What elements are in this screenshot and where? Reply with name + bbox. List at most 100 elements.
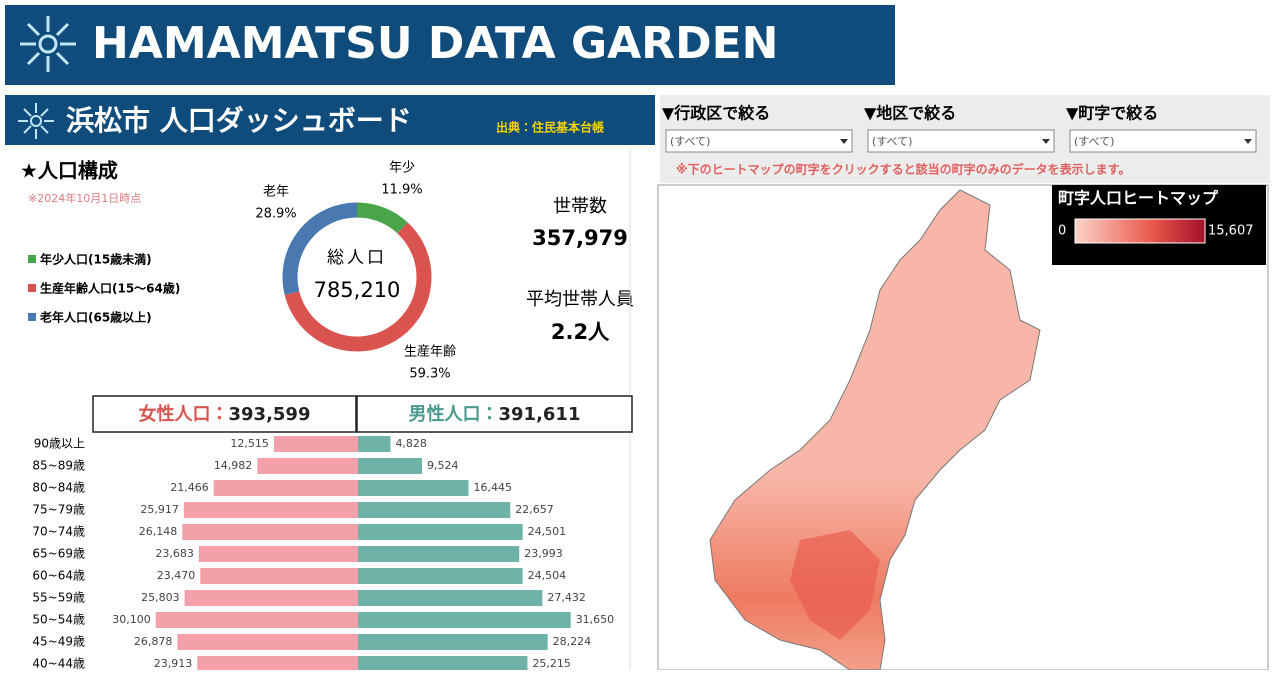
logo-small bbox=[18, 103, 54, 139]
segment-value: 28.9% bbox=[255, 207, 296, 222]
bar bbox=[358, 656, 528, 672]
value-label: 24,504 bbox=[528, 569, 567, 582]
center-label: 総人口 bbox=[327, 248, 387, 268]
filter-label: ▼地区で絞る bbox=[864, 104, 956, 123]
bar bbox=[358, 502, 511, 518]
bar bbox=[155, 612, 358, 628]
value-label: 21,466 bbox=[170, 481, 209, 494]
segment-label: 老年 bbox=[263, 185, 289, 200]
donut-segment bbox=[282, 202, 358, 295]
age-label: 75~79歳 bbox=[32, 503, 85, 517]
filter-label: ▼町字で絞る bbox=[1066, 104, 1158, 123]
dash-banner bbox=[5, 95, 655, 145]
total-box bbox=[92, 395, 357, 433]
filter-note: ※下のヒートマップの町字をクリックすると該当の町字のみのデータを表示します。 bbox=[676, 162, 1130, 177]
stat-value: 357,979 bbox=[532, 226, 628, 250]
value-label: 26,148 bbox=[139, 525, 178, 538]
filter-select[interactable] bbox=[665, 129, 853, 153]
bar bbox=[358, 480, 469, 496]
scale-min: 0 bbox=[1058, 224, 1066, 239]
filter-select[interactable] bbox=[867, 129, 1055, 153]
site-title: HAMAMATSU DATA GARDEN bbox=[92, 18, 778, 69]
bar bbox=[257, 458, 358, 474]
stat-label: 平均世帯人員 bbox=[526, 289, 634, 310]
value-label: 12,515 bbox=[230, 437, 269, 450]
legend-label: 生産年齢人口(15〜64歳) bbox=[40, 281, 180, 296]
stat-value: 2.2人 bbox=[551, 320, 610, 344]
bar bbox=[183, 502, 358, 518]
donut-chart: 年少 11.9% 年少人口(15歳未満) 生産年齢 59.3% 生産年齢人口(15〜64歳… bbox=[28, 161, 456, 382]
series-name: 女性人口： bbox=[139, 403, 229, 425]
bar bbox=[358, 568, 523, 584]
bar bbox=[182, 524, 358, 540]
bar bbox=[358, 524, 523, 540]
filter-select[interactable] bbox=[1069, 129, 1257, 153]
segment-value: 11.9% bbox=[381, 183, 422, 198]
legend-label: 老年人口(65歳以上) bbox=[40, 310, 152, 325]
value-label: 16,445 bbox=[474, 481, 512, 494]
map-dense-area[interactable] bbox=[790, 530, 880, 640]
value-label: 31,650 bbox=[576, 613, 615, 626]
bar bbox=[358, 458, 423, 474]
bar bbox=[177, 634, 358, 650]
value-label: 4,828 bbox=[395, 437, 427, 450]
age-label: 65~69歳 bbox=[32, 547, 85, 561]
bar bbox=[358, 590, 543, 606]
age-label: 80~84歳 bbox=[32, 481, 85, 495]
legend-label: 年少人口(15歳未満) bbox=[40, 252, 152, 267]
total-box bbox=[356, 395, 633, 433]
value-label: 23,913 bbox=[154, 657, 193, 670]
legend-swatch bbox=[28, 313, 36, 321]
bar bbox=[197, 656, 358, 672]
series-total: 391,611 bbox=[499, 404, 581, 425]
age-label: 85~89歳 bbox=[32, 459, 85, 473]
stat-label: 世帯数 bbox=[553, 196, 607, 217]
series-total: 393,599 bbox=[229, 404, 311, 425]
bar bbox=[358, 634, 548, 650]
section-title: ★人口構成 bbox=[20, 159, 118, 183]
value-label: 27,432 bbox=[547, 591, 586, 604]
pyramid-chart: 女性人口：393,599 12,515 14,982 21,466 25,917 26,1… bbox=[32, 395, 633, 672]
value-label: 23,470 bbox=[157, 569, 196, 582]
segment-label: 生産年齢 bbox=[404, 345, 456, 360]
value-label: 22,657 bbox=[515, 503, 554, 516]
bar bbox=[184, 590, 358, 606]
bar bbox=[198, 546, 358, 562]
segment-value: 59.3% bbox=[409, 367, 450, 382]
value-label: 25,803 bbox=[141, 591, 180, 604]
age-label: 55~59歳 bbox=[32, 591, 85, 605]
value-label: 23,993 bbox=[524, 547, 563, 560]
value-label: 14,982 bbox=[214, 459, 253, 472]
value-label: 28,224 bbox=[553, 635, 592, 648]
dropdown-arrow bbox=[1244, 139, 1252, 144]
filters: ▼行政区で絞る (すべて) ▼地区で絞る (すべて) ▼町字で絞る (すべて) bbox=[662, 104, 1257, 153]
value-label: 23,683 bbox=[155, 547, 194, 560]
segment-label: 年少 bbox=[389, 161, 415, 176]
filter-value: (すべて) bbox=[872, 135, 912, 148]
bar bbox=[273, 436, 358, 452]
center-value: 785,210 bbox=[314, 278, 401, 302]
heatmap-title: 町字人口ヒートマップ bbox=[1058, 189, 1219, 208]
age-label: 40~44歳 bbox=[32, 657, 85, 671]
value-label: 26,878 bbox=[134, 635, 173, 648]
value-label: 24,501 bbox=[528, 525, 567, 538]
donut-segment bbox=[284, 222, 432, 352]
source: 出典：住民基本台帳 bbox=[496, 120, 605, 135]
total-text: 男性人口：391,611 bbox=[409, 403, 581, 425]
legend-swatch bbox=[28, 255, 36, 263]
banner bbox=[5, 5, 895, 85]
legend-swatch bbox=[28, 284, 36, 292]
dash-title: 浜松市 人口ダッシュボード bbox=[66, 104, 412, 137]
value-label: 30,100 bbox=[112, 613, 151, 626]
age-label: 90歳以上 bbox=[34, 437, 85, 451]
color-scale bbox=[1074, 218, 1206, 244]
bar bbox=[200, 568, 358, 584]
bar bbox=[358, 546, 520, 562]
value-label: 25,917 bbox=[140, 503, 179, 516]
bar bbox=[358, 436, 391, 452]
dropdown-arrow bbox=[1042, 139, 1050, 144]
age-label: 50~54歳 bbox=[32, 613, 85, 627]
age-label: 70~74歳 bbox=[32, 525, 85, 539]
